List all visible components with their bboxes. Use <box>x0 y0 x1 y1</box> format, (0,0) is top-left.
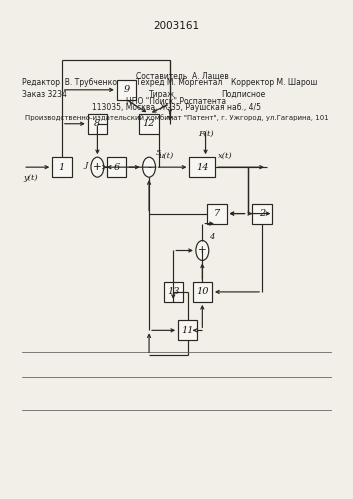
Text: Заказ 3234: Заказ 3234 <box>22 90 66 99</box>
FancyBboxPatch shape <box>190 157 215 177</box>
FancyBboxPatch shape <box>163 282 183 302</box>
Text: Техред М. Моргентал: Техред М. Моргентал <box>136 78 222 87</box>
Text: Корректор М. Шарош: Корректор М. Шарош <box>231 78 318 87</box>
Text: Составитель  А. Лащев: Составитель А. Лащев <box>136 72 229 81</box>
FancyBboxPatch shape <box>139 114 159 134</box>
Text: 4: 4 <box>209 233 214 241</box>
Text: Производственно-издательский комбинат "Патент", г. Ужгород, ул.Гагарина, 101: Производственно-издательский комбинат "П… <box>25 114 328 121</box>
Text: 2003161: 2003161 <box>154 21 199 31</box>
Text: 8: 8 <box>94 119 101 128</box>
Text: НПО "Поиск" Роспатента: НПО "Поиск" Роспатента <box>126 97 227 106</box>
Text: 13: 13 <box>167 287 180 296</box>
Text: 1: 1 <box>59 163 65 172</box>
FancyBboxPatch shape <box>252 204 272 224</box>
Circle shape <box>196 241 209 260</box>
FancyBboxPatch shape <box>178 320 197 340</box>
Text: 113035, Москва, Ж-35, Раушская наб., 4/5: 113035, Москва, Ж-35, Раушская наб., 4/5 <box>92 103 261 112</box>
FancyBboxPatch shape <box>117 80 136 100</box>
Text: x(t): x(t) <box>218 152 232 160</box>
Text: F(t): F(t) <box>198 130 213 138</box>
Text: Подписное: Подписное <box>222 90 266 99</box>
FancyBboxPatch shape <box>107 157 126 177</box>
Text: J: J <box>84 161 88 169</box>
Text: 9: 9 <box>123 85 130 94</box>
Text: u(t): u(t) <box>158 152 173 160</box>
FancyBboxPatch shape <box>88 114 107 134</box>
Text: -: - <box>147 162 151 172</box>
Text: 12: 12 <box>143 119 155 128</box>
Text: 6: 6 <box>114 163 120 172</box>
Text: 5: 5 <box>155 149 161 157</box>
Text: +: + <box>198 246 207 255</box>
FancyBboxPatch shape <box>207 204 227 224</box>
Text: 10: 10 <box>196 287 209 296</box>
Text: 7: 7 <box>214 209 220 218</box>
Text: Тираж: Тираж <box>149 90 175 99</box>
Text: +: + <box>93 162 102 172</box>
Text: 14: 14 <box>196 163 209 172</box>
Text: 2: 2 <box>259 209 265 218</box>
Text: y(t): y(t) <box>23 174 38 182</box>
Circle shape <box>91 157 104 177</box>
Circle shape <box>143 157 156 177</box>
Text: 11: 11 <box>181 326 194 335</box>
FancyBboxPatch shape <box>193 282 212 302</box>
Text: Редактор  В. Трубченко: Редактор В. Трубченко <box>22 78 116 87</box>
FancyBboxPatch shape <box>52 157 72 177</box>
